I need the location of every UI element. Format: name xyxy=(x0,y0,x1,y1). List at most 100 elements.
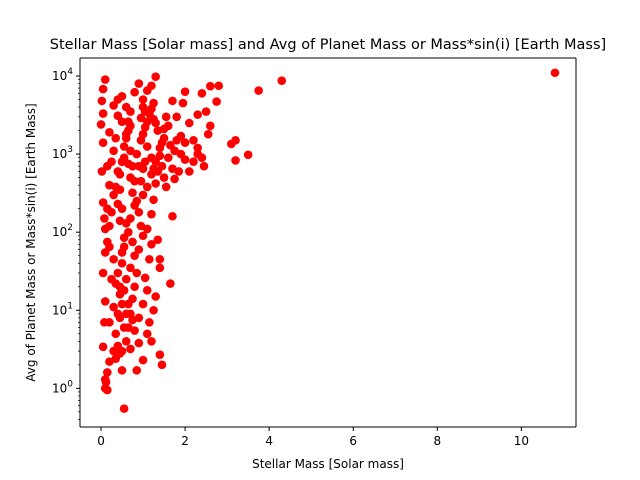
data-point xyxy=(176,149,186,159)
data-point xyxy=(180,87,190,96)
data-point xyxy=(132,149,142,159)
data-point xyxy=(184,167,194,176)
data-point xyxy=(100,375,110,384)
data-point xyxy=(155,254,165,264)
data-point xyxy=(254,86,263,95)
data-point xyxy=(142,117,152,126)
data-point xyxy=(109,254,118,264)
data-point xyxy=(96,120,106,129)
data-point xyxy=(113,199,123,209)
data-point xyxy=(166,140,175,150)
data-point xyxy=(130,282,139,292)
data-point xyxy=(145,318,154,327)
data-point xyxy=(105,357,114,366)
data-point xyxy=(142,142,152,151)
data-point xyxy=(203,129,213,139)
data-point xyxy=(212,97,221,106)
data-point xyxy=(153,235,163,245)
data-point xyxy=(97,167,107,176)
data-point xyxy=(140,273,150,283)
data-point xyxy=(130,326,139,335)
data-point xyxy=(170,174,179,184)
data-point xyxy=(147,104,156,114)
y-tick-label: 103 xyxy=(52,145,73,161)
data-point xyxy=(119,233,129,242)
data-point xyxy=(189,157,198,166)
data-point xyxy=(115,170,125,179)
data-point xyxy=(115,313,125,323)
data-point xyxy=(121,274,131,284)
data-point xyxy=(119,323,129,332)
data-point xyxy=(147,337,156,346)
data-point xyxy=(105,128,114,137)
y-axis-label: Avg of Planet Mass or Mass*sin(i) [Earth… xyxy=(24,103,38,381)
y-axis-ticks: 100 101 102 103 104 xyxy=(52,67,80,420)
data-point xyxy=(117,366,127,375)
data-point xyxy=(163,121,173,131)
data-point xyxy=(157,161,167,171)
data-point xyxy=(117,299,127,309)
data-point xyxy=(147,153,156,162)
y-tick-label: 101 xyxy=(52,301,73,317)
data-point xyxy=(151,179,160,188)
data-point xyxy=(189,136,198,145)
data-point xyxy=(128,315,137,325)
data-point xyxy=(128,237,137,247)
x-tick-label: 8 xyxy=(433,434,441,448)
data-point xyxy=(138,355,148,365)
data-point xyxy=(124,299,133,309)
data-point xyxy=(155,350,165,359)
data-point xyxy=(140,157,150,166)
data-point xyxy=(98,268,108,278)
data-point xyxy=(97,96,107,106)
y-tick-label: 104 xyxy=(52,67,73,83)
data-point xyxy=(149,195,158,205)
data-point xyxy=(105,318,114,327)
data-point xyxy=(138,231,148,241)
data-point xyxy=(142,86,152,95)
data-point xyxy=(151,118,160,128)
data-point xyxy=(201,107,211,116)
data-point xyxy=(147,209,156,219)
data-point xyxy=(550,68,560,78)
data-point xyxy=(197,89,207,98)
data-point xyxy=(134,338,144,348)
data-point xyxy=(126,107,135,116)
data-point xyxy=(119,404,129,413)
data-point xyxy=(199,161,209,171)
data-point xyxy=(100,214,109,223)
data-point xyxy=(128,188,137,198)
data-point xyxy=(151,72,160,81)
data-point xyxy=(100,224,110,234)
data-point xyxy=(163,153,173,162)
axes-frame xyxy=(79,57,577,428)
data-point xyxy=(98,109,108,118)
data-point xyxy=(113,268,123,278)
data-point xyxy=(111,133,121,143)
data-point xyxy=(130,251,139,260)
data-point xyxy=(147,239,156,249)
data-point xyxy=(161,182,171,192)
data-point xyxy=(98,84,108,94)
data-point xyxy=(206,121,215,131)
data-point xyxy=(172,112,181,122)
data-point xyxy=(153,126,163,135)
data-point xyxy=(111,329,121,339)
data-point xyxy=(161,112,171,122)
data-point xyxy=(117,258,127,268)
data-point xyxy=(105,242,114,252)
data-point xyxy=(155,263,165,273)
data-point xyxy=(121,337,131,346)
data-point xyxy=(134,79,144,88)
data-point xyxy=(121,133,131,143)
data-point xyxy=(193,143,202,153)
data-point xyxy=(138,129,148,139)
data-point xyxy=(121,309,131,319)
data-point xyxy=(149,305,158,315)
chart-title: Stellar Mass [Solar mass] and Avg of Pla… xyxy=(50,37,606,53)
data-point xyxy=(98,138,108,147)
data-point xyxy=(126,214,135,223)
data-point xyxy=(113,111,123,121)
data-point xyxy=(166,279,175,288)
